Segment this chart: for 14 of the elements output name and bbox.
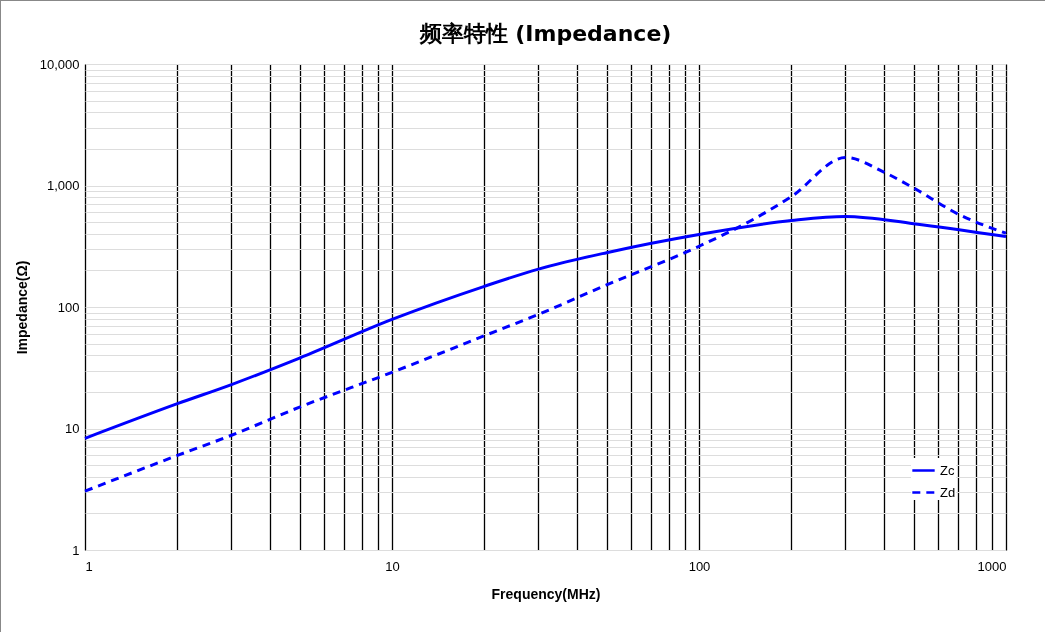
x-tick-label: 10	[385, 558, 400, 574]
y-tick-label: 10,000	[39, 56, 80, 72]
x-axis-title: Frequency(MHz)	[491, 585, 601, 602]
y-axis-title: Impedance(Ω)	[13, 260, 30, 355]
y-tick-label: 1	[72, 542, 80, 558]
x-tick-label: 100	[688, 558, 711, 574]
x-tick-label: 1000	[977, 558, 1007, 574]
legend-label: Zd	[940, 484, 956, 500]
chart-title: 频率特性 (Impedance)	[418, 21, 672, 46]
y-tick-label: 1,000	[46, 178, 80, 193]
x-tick-label: 1	[85, 558, 93, 574]
legend-label: Zc	[940, 462, 955, 478]
y-tick-label: 100	[57, 299, 80, 315]
y-tick-label: 10	[65, 421, 80, 436]
